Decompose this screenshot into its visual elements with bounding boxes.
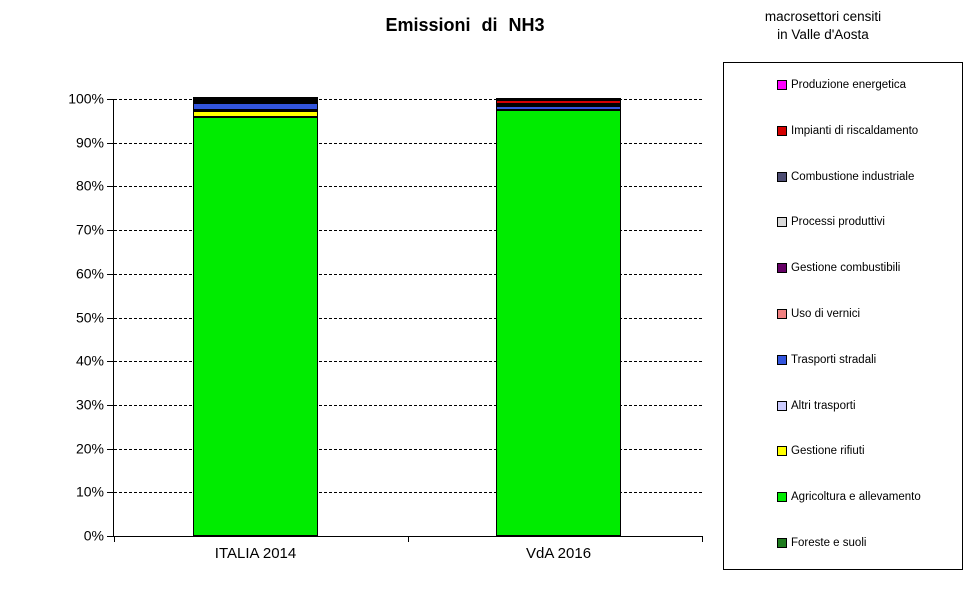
- gridline-30: [114, 404, 702, 406]
- legend-item-uso-di-vernici: Uso di vernici: [777, 308, 956, 320]
- gridline-50: [114, 317, 702, 319]
- x-axis-tick-0: [114, 536, 115, 542]
- y-axis-label-0: 0%: [83, 527, 104, 544]
- legend-header-line1: macrosettori censiti: [764, 9, 882, 24]
- bar-segment-vda-2016-impianti-di-riscaldamento: [496, 100, 621, 105]
- legend-box: Produzione energetica Impianti di riscald…: [723, 62, 963, 570]
- legend-item-produzione-energetica: Produzione energetica: [777, 79, 956, 91]
- legend-item-altri-trasporti: Altri trasporti: [777, 400, 956, 412]
- legend-item-agricoltura-e-allevamento: Agricoltura e allevamento: [777, 491, 956, 503]
- gridline-10: [114, 492, 702, 494]
- legend-label-uso-di-vernici: Uso di vernici: [791, 307, 861, 320]
- legend-label-foreste-e-suoli: Foreste e suoli: [791, 536, 867, 549]
- legend-item-gestione-combustibili: Gestione combustibili: [777, 262, 956, 274]
- stacked-bar-vda-2016: [496, 98, 621, 536]
- y-axis-label-30: 30%: [75, 396, 104, 413]
- stacked-bar-italia-2014: [193, 97, 318, 536]
- y-axis-label-60: 60%: [75, 265, 104, 282]
- y-axis-tick-10: [107, 492, 114, 494]
- y-axis-label-90: 90%: [75, 134, 104, 151]
- legend-swatch-icon-agricoltura-e-allevamento: [777, 492, 787, 503]
- gridline-100: [114, 99, 702, 100]
- y-axis-label-10: 10%: [75, 483, 104, 500]
- legend-item-processi-produttivi: Processi produttivi: [777, 216, 956, 228]
- x-axis-tick-2: [702, 536, 703, 542]
- legend-swatch-icon-foreste-e-suoli: [777, 537, 787, 548]
- bar-segment-italia-2014-agricoltura-e-allevamento: [193, 117, 318, 536]
- legend-swatch-icon-uso-di-vernici: [777, 308, 787, 319]
- legend-swatch-icon-produzione-energetica: [777, 80, 787, 90]
- y-axis-tick-50: [107, 317, 114, 319]
- y-axis-tick-20: [107, 448, 114, 450]
- y-axis-tick-100: [107, 99, 114, 100]
- y-axis-tick-80: [107, 186, 114, 188]
- gridline-20: [114, 448, 702, 450]
- y-axis-tick-40: [107, 361, 114, 363]
- bar-segment-italia-2014-produzione-energetica: [193, 97, 318, 100]
- legend-label-altri-trasporti: Altri trasporti: [791, 399, 856, 412]
- legend-header: macrosettori censiti in Valle d'Aosta: [723, 8, 923, 43]
- legend-swatch-icon-processi-produttivi: [777, 217, 787, 228]
- gridline-40: [114, 361, 702, 363]
- legend-label-trasporti-stradali: Trasporti stradali: [791, 353, 877, 366]
- legend-label-gestione-rifiuti: Gestione rifiuti: [791, 445, 865, 458]
- y-axis-label-40: 40%: [75, 352, 104, 369]
- y-axis-tick-70: [107, 230, 114, 232]
- y-axis-label-100: 100%: [68, 90, 104, 107]
- legend-swatch-icon-impianti-di-riscaldamento: [777, 125, 787, 136]
- legend-swatch-icon-gestione-rifiuti: [777, 446, 787, 457]
- gridline-60: [114, 273, 702, 275]
- y-axis-label-80: 80%: [75, 178, 104, 195]
- y-axis-tick-30: [107, 404, 114, 406]
- legend-item-impianti-di-riscaldamento: Impianti di riscaldamento: [777, 125, 956, 137]
- bar-segment-vda-2016-produzione-energetica: [496, 98, 621, 101]
- plot-area: 0% 10% 20% 30% 40% 50% 60% 70% 80% 90% 100% ITALIA …: [68, 91, 703, 562]
- legend-swatch-icon-combustione-industriale: [777, 171, 787, 182]
- gridline-90: [114, 142, 702, 144]
- x-axis-tick-1: [408, 536, 409, 542]
- gridline-80: [114, 186, 702, 188]
- legend-label-processi-produttivi: Processi produttivi: [791, 216, 885, 229]
- x-axis-label-italia-2014: ITALIA 2014: [214, 545, 297, 562]
- chart-title: Emissioni di NH3: [385, 15, 545, 35]
- bar-segment-vda-2016-agricoltura-e-allevamento: [496, 110, 621, 536]
- legend-label-produzione-energetica: Produzione energetica: [791, 79, 907, 91]
- legend-item-combustione-industriale: Combustione industriale: [777, 171, 956, 183]
- legend-item-foreste-e-suoli: Foreste e suoli: [777, 537, 956, 549]
- legend-swatch-icon-gestione-combustibili: [777, 263, 787, 274]
- legend-header-line2: in Valle d'Aosta: [777, 26, 869, 42]
- y-axis-label-50: 50%: [75, 309, 104, 326]
- gridline-70: [114, 230, 702, 232]
- y-axis-label-20: 20%: [75, 440, 104, 457]
- y-axis-tick-90: [107, 142, 114, 144]
- legend-item-trasporti-stradali: Trasporti stradali: [777, 354, 956, 366]
- legend-label-combustione-industriale: Combustione industriale: [791, 170, 915, 183]
- bar-segment-italia-2014-gestione-rifiuti: [193, 111, 318, 118]
- y-axis-label-70: 70%: [75, 221, 104, 238]
- bar-segment-italia-2014-trasporti-stradali: [193, 102, 318, 110]
- y-axis-tick-0: [107, 536, 114, 537]
- x-axis-label-vda-2016: VdA 2016: [525, 545, 592, 562]
- legend-label-agricoltura-e-allevamento: Agricoltura e allevamento: [791, 491, 921, 504]
- legend-label-gestione-combustibili: Gestione combustibili: [791, 262, 901, 275]
- y-axis-tick-60: [107, 273, 114, 275]
- legend-item-gestione-rifiuti: Gestione rifiuti: [777, 445, 956, 457]
- legend-swatch-icon-trasporti-stradali: [777, 354, 787, 365]
- legend-label-impianti-di-riscaldamento: Impianti di riscaldamento: [791, 124, 919, 137]
- legend-swatch-icon-altri-trasporti: [777, 400, 787, 411]
- bar-segment-vda-2016-trasporti-stradali: [496, 106, 621, 110]
